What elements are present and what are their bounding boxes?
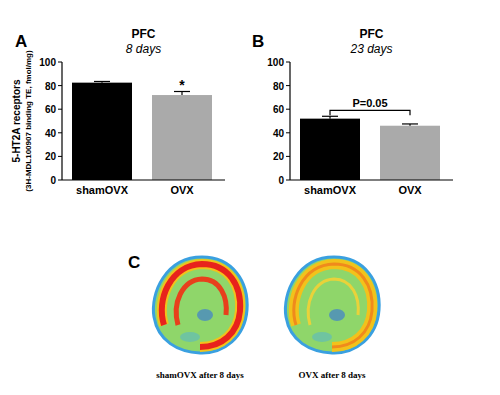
y-axis — [289, 62, 290, 180]
cortex-band — [294, 264, 372, 347]
category-label: shamOVX — [76, 184, 129, 196]
title: PFC — [360, 27, 384, 41]
caption: OVX after 8 days — [298, 370, 366, 380]
figure: APFC8 days5-HT2A receptors(3H-MDL100907 … — [0, 0, 500, 395]
y-axis-label: 5-HT2A receptors — [11, 79, 22, 162]
bar — [300, 119, 360, 180]
subcortical — [180, 332, 200, 342]
tick-label: 0 — [50, 175, 56, 186]
tick-label: 40 — [45, 128, 57, 139]
error-bar — [402, 124, 418, 126]
category-label: OVX — [398, 184, 422, 196]
panel-label: A — [15, 32, 27, 51]
panel-label: B — [252, 32, 264, 51]
bar — [72, 83, 132, 180]
subtitle: 23 days — [349, 42, 392, 56]
error-cap — [322, 116, 338, 117]
tick-label: 60 — [45, 104, 57, 115]
bracket — [330, 110, 410, 115]
category-label: shamOVX — [304, 184, 357, 196]
bar — [152, 95, 212, 180]
cortex-red — [294, 264, 372, 347]
subtitle: 8 days — [126, 42, 161, 56]
cortex-red — [162, 264, 240, 347]
error-bar — [322, 116, 338, 118]
subcortical — [312, 332, 332, 342]
annotation: P=0.05 — [352, 97, 387, 109]
y-axis-label: (3H-MDL100907 binding TE, fmol/mg) — [24, 50, 33, 192]
y-axis — [61, 62, 62, 180]
annotation: * — [179, 77, 185, 93]
ventricle — [329, 309, 345, 321]
tick-label: 0 — [278, 175, 284, 186]
tick-label: 20 — [45, 151, 57, 162]
tick-label: 100 — [267, 57, 284, 68]
error-cap — [94, 81, 110, 82]
x-axis — [62, 179, 225, 180]
panel-0: A PFC8 days 5-HT2A receptors(3H-MDL100907 … — [11, 27, 225, 196]
tick-label: 100 — [39, 57, 56, 68]
tick-label: 60 — [273, 104, 285, 115]
panel-1: B PFC23 days 0 20 40 60 80 100 shamOVX OVX P=0.05 — [252, 27, 453, 196]
tick-label: 80 — [273, 81, 285, 92]
autoradiograph — [153, 257, 247, 353]
inner-band — [176, 279, 226, 325]
error-bar — [94, 81, 110, 82]
tick-label: 80 — [45, 81, 57, 92]
error-cap — [402, 123, 418, 124]
marks — [72, 81, 212, 180]
inner-band — [308, 279, 358, 325]
autoradiograph — [285, 257, 379, 353]
tick-label: 20 — [273, 151, 285, 162]
marks — [300, 116, 440, 180]
section-outline — [153, 257, 247, 353]
category-label: OVX — [170, 184, 194, 196]
x-axis — [290, 179, 453, 180]
tick-label: 40 — [273, 128, 285, 139]
section-outline — [285, 257, 379, 353]
bar — [380, 126, 440, 180]
panel-c: CshamOVX after 8 days OVX after 8 days — [128, 253, 379, 380]
panel-label: C — [128, 253, 140, 272]
ventricle — [197, 309, 213, 321]
caption: shamOVX after 8 days — [156, 370, 244, 380]
title: PFC — [132, 27, 156, 41]
cortex-band — [162, 264, 240, 347]
